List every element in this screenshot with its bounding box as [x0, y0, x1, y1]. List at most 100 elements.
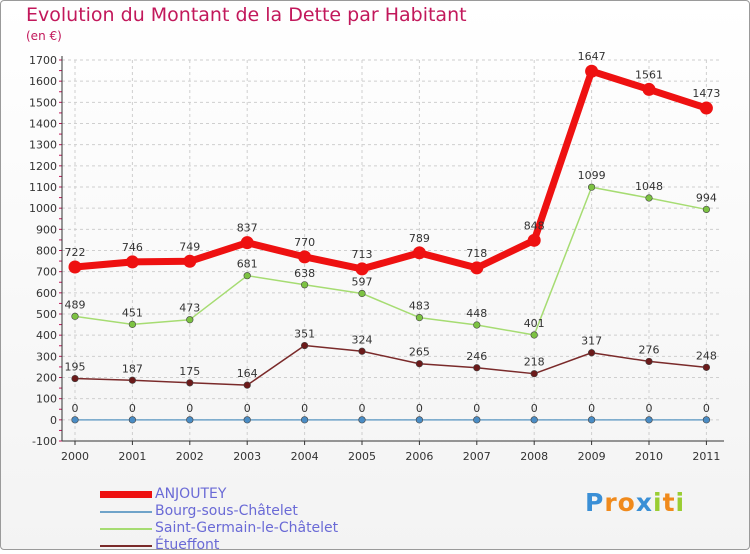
x-tick-label: 2006 [405, 450, 433, 463]
data-point [186, 379, 194, 387]
data-point [702, 416, 711, 424]
data-label: 276 [639, 343, 660, 356]
data-point [301, 281, 309, 289]
data-point [412, 246, 426, 260]
data-label: 746 [122, 241, 143, 254]
data-point [473, 321, 481, 329]
chart-subtitle: (en €) [26, 29, 62, 43]
data-label: 175 [179, 365, 200, 378]
y-tick-label: 1700 [29, 54, 57, 67]
data-label: 0 [244, 402, 251, 415]
data-point [71, 374, 79, 383]
y-tick-label: 500 [36, 308, 57, 321]
data-point [128, 416, 136, 424]
data-label: 713 [352, 248, 373, 261]
y-tick-label: 600 [36, 287, 57, 300]
legend-label: Étueffont [155, 537, 220, 553]
data-label: 246 [466, 350, 487, 363]
data-label: 218 [524, 356, 545, 369]
logo-letter: r [604, 488, 618, 517]
data-point [473, 416, 481, 424]
data-point [587, 416, 596, 424]
data-point [355, 262, 369, 276]
y-tick-label: 800 [36, 245, 57, 258]
data-label: 1561 [635, 68, 663, 81]
data-label: 0 [129, 402, 136, 415]
series-line [74, 186, 707, 336]
data-point [587, 349, 596, 357]
data-point [186, 316, 194, 324]
y-tick-label: 400 [36, 329, 57, 342]
y-tick-label: 1400 [29, 118, 57, 131]
data-label: 265 [409, 346, 430, 359]
data-point [645, 194, 653, 202]
x-tick-label: 2004 [291, 450, 319, 463]
y-tick-label: -100 [32, 435, 57, 448]
data-point [415, 313, 424, 322]
logo-letter: o [617, 488, 636, 517]
data-label: 681 [237, 258, 258, 271]
data-point [527, 233, 541, 247]
data-point [470, 261, 484, 275]
x-tick-label: 2002 [176, 450, 204, 463]
data-point [587, 183, 596, 191]
data-label: 718 [466, 247, 487, 260]
data-point [585, 64, 599, 78]
chart-title: Evolution du Montant de la Dette par Hab… [26, 4, 467, 26]
y-tick-label: 1600 [29, 75, 57, 88]
data-point [298, 250, 312, 264]
data-label: 0 [186, 402, 193, 415]
data-label: 473 [179, 302, 200, 315]
data-point [530, 331, 538, 339]
data-label: 317 [581, 335, 602, 348]
data-point [128, 376, 136, 384]
data-label: 848 [524, 219, 545, 232]
data-point [301, 416, 309, 424]
legend-swatch [100, 545, 152, 547]
data-label: 749 [179, 240, 200, 253]
logo-letter: x [635, 488, 653, 517]
data-point [243, 416, 251, 424]
x-tick-label: 2003 [233, 450, 261, 463]
y-tick-label: 1100 [29, 181, 57, 194]
data-label: 483 [409, 300, 430, 313]
data-point [645, 416, 653, 424]
data-label: 324 [352, 333, 373, 346]
data-label: 248 [696, 349, 717, 362]
y-tick-label: 900 [36, 223, 57, 236]
data-point [358, 416, 366, 424]
data-label: 0 [72, 402, 79, 415]
data-label: 489 [65, 298, 86, 311]
data-point [243, 381, 251, 389]
data-point [415, 416, 424, 424]
y-tick-label: 1000 [29, 202, 57, 215]
y-tick-label: 1300 [29, 139, 57, 152]
x-tick-label: 2005 [348, 450, 376, 463]
legend-swatch [100, 491, 152, 498]
legend-label: Saint-Germain-le-Châtelet [155, 520, 339, 536]
data-label: 1099 [578, 169, 606, 182]
logo-letter: i [675, 488, 686, 517]
data-label: 994 [696, 191, 717, 204]
data-point [71, 416, 79, 424]
data-point [128, 320, 136, 328]
legend-item-etueffont: Étueffont [100, 537, 400, 554]
data-point [68, 260, 82, 274]
y-tick-label: 1500 [29, 96, 57, 109]
data-label: 0 [416, 402, 423, 415]
y-tick-label: 100 [36, 393, 57, 406]
data-label: 451 [122, 306, 143, 319]
y-tick-label: 300 [36, 350, 57, 363]
legend: ANJOUTEY Bourg-sous-Châtelet Saint-Germa… [100, 486, 400, 554]
data-label: 0 [703, 402, 710, 415]
series-line [74, 344, 707, 386]
data-point [699, 101, 713, 115]
data-label: 597 [352, 275, 373, 288]
logo-letter: t [662, 488, 676, 517]
legend-item-saint-germain-le-chatelet: Saint-Germain-le-Châtelet [100, 520, 400, 537]
data-point [301, 341, 309, 350]
data-label: 401 [524, 317, 545, 330]
data-label: 448 [466, 307, 487, 320]
